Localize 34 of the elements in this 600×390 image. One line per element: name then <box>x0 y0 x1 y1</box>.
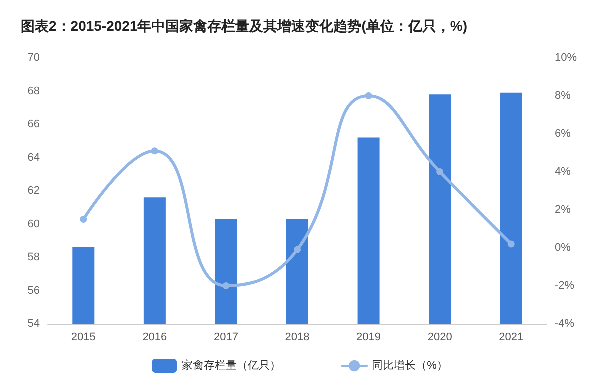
point <box>222 282 230 290</box>
y2-tick-label: 6% <box>555 128 572 140</box>
y-tick-label: 58 <box>28 252 40 264</box>
x-tick-label: 2019 <box>356 332 382 344</box>
y-tick-label: 60 <box>28 218 40 230</box>
y-tick-label: 66 <box>28 118 40 130</box>
y-tick-label: 64 <box>28 152 40 164</box>
y2-tick-label: -2% <box>555 280 575 292</box>
y-tick-label: 56 <box>28 284 40 297</box>
x-tick-label: 2020 <box>428 332 452 344</box>
legend-label: 家禽存栏量（亿只） <box>182 359 282 372</box>
y2-tick-label: 10% <box>555 52 578 64</box>
x-tick-label: 2016 <box>142 332 168 344</box>
y-tick-label: 54 <box>28 318 40 330</box>
y2-tick-label: 2% <box>555 204 572 216</box>
y-tick-label: 68 <box>28 85 40 98</box>
point <box>365 92 372 100</box>
x-tick-label: 2015 <box>71 332 96 344</box>
legend-label: 同比增长（%） <box>372 359 448 372</box>
y2-tick-label: 8% <box>555 90 572 102</box>
point <box>508 240 515 248</box>
chart-title: 图表2：2015-2021年中国家禽存栏量及其增速变化趋势(单位：亿只，%) <box>21 18 468 34</box>
y2-tick-label: -4% <box>555 318 575 330</box>
point <box>294 246 301 254</box>
x-tick-label: 2021 <box>499 332 524 344</box>
point <box>436 168 444 176</box>
point <box>80 216 88 223</box>
y-tick-label: 62 <box>28 185 40 197</box>
x-tick-label: 2017 <box>214 332 238 344</box>
point <box>151 148 158 155</box>
y2-tick-label: 4% <box>555 166 572 178</box>
y2-tick-label: 0% <box>555 242 572 254</box>
y-tick-label: 70 <box>28 52 40 64</box>
x-tick-label: 2018 <box>285 332 310 344</box>
